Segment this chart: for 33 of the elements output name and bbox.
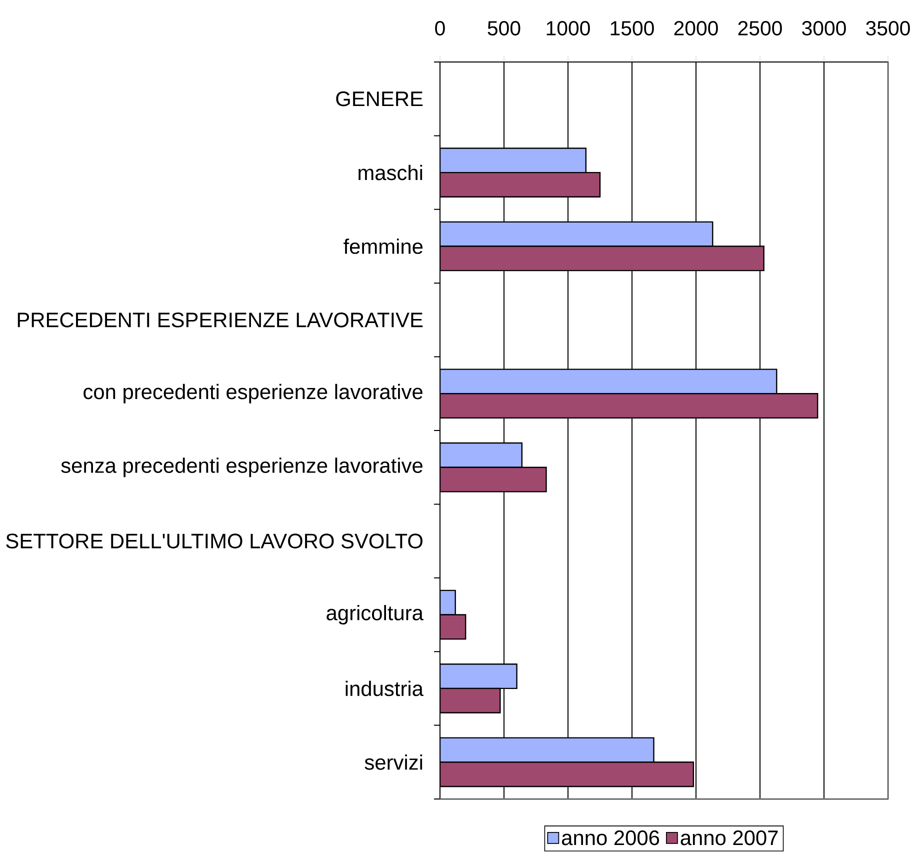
y-tick-label: agricoltura	[326, 604, 424, 624]
x-tick-label: 2500	[738, 21, 782, 36]
x-tick-label: 0	[435, 21, 445, 36]
y-tick-label: servizi	[364, 754, 422, 770]
y-tick-label: PRECEDENTI ESPERIENZE LAVORATIVE	[18, 312, 423, 328]
bar	[440, 368, 778, 394]
y-tick-label: senza precedenti esperienze lavorative	[61, 458, 422, 478]
bar	[440, 688, 501, 714]
y-tick-label: industria	[346, 680, 424, 696]
y-tick-label: SETTORE DELL'ULTIMO LAVORO SVOLTO	[6, 534, 422, 548]
y-tick-label: femmine	[344, 238, 423, 254]
x-tick-label: 1000	[546, 21, 590, 36]
bar	[440, 466, 547, 492]
bar	[440, 221, 714, 247]
bar	[440, 148, 587, 174]
x-tick-label: 2000	[674, 21, 718, 36]
y-tick-label: maschi	[358, 164, 422, 180]
legend-label: anno 2007	[680, 830, 778, 846]
x-tick-label: 3500	[866, 21, 910, 36]
bar	[440, 664, 518, 690]
bar	[440, 614, 466, 640]
y-tick-label: GENERE	[336, 91, 423, 106]
bar	[440, 172, 601, 198]
x-tick-label: 500	[488, 21, 520, 36]
bar	[440, 442, 523, 468]
bar	[440, 762, 694, 788]
x-tick-label: 1500	[610, 21, 654, 36]
y-tick-label: con precedenti esperienze lavorative	[84, 384, 422, 404]
x-tick-label: 3000	[802, 21, 846, 36]
bar	[440, 393, 818, 419]
bar	[440, 246, 764, 272]
bar	[440, 737, 654, 763]
legend-label: anno 2006	[562, 830, 660, 846]
